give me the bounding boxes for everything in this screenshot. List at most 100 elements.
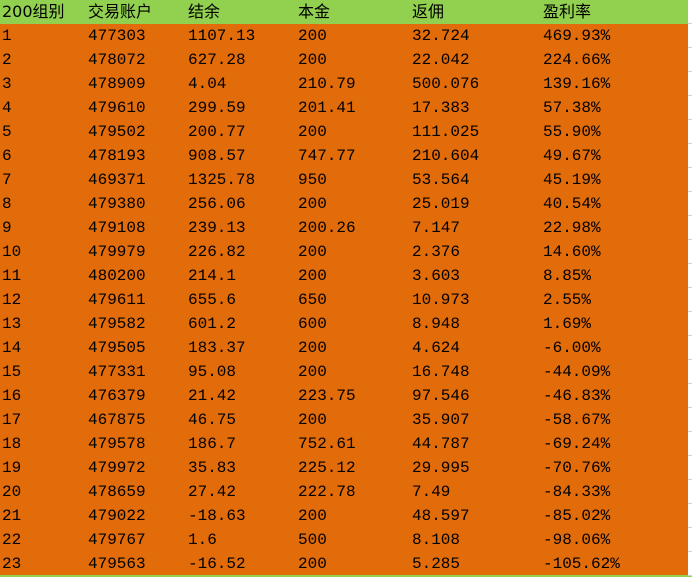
cell-account[interactable]: 467875 (88, 411, 146, 429)
cell-principal[interactable]: 500 (298, 531, 327, 549)
cell-principal[interactable]: 200 (298, 195, 327, 213)
cell-balance[interactable]: 1107.13 (188, 27, 256, 45)
cell-principal[interactable]: 210.79 (298, 75, 356, 93)
cell-profit-rate[interactable]: -69.24% (543, 435, 611, 453)
cell-principal[interactable]: 223.75 (298, 387, 356, 405)
cell-account[interactable]: 479380 (88, 195, 146, 213)
cell-account[interactable]: 479505 (88, 339, 146, 357)
cell-profit-rate[interactable]: 22.98% (543, 219, 601, 237)
cell-principal[interactable]: 650 (298, 291, 327, 309)
cell-profit-rate[interactable]: 224.66% (543, 51, 611, 69)
cell-balance[interactable]: 95.08 (188, 363, 237, 381)
cell-rebate[interactable]: 3.603 (412, 267, 461, 285)
cell-balance[interactable]: 21.42 (188, 387, 237, 405)
cell-account[interactable]: 477303 (88, 27, 146, 45)
header-rebate[interactable]: 返佣 (412, 2, 445, 21)
cell-profit-rate[interactable]: -98.06% (543, 531, 611, 549)
cell-rebate[interactable]: 8.108 (412, 531, 461, 549)
cell-principal[interactable]: 200 (298, 339, 327, 357)
cell-principal[interactable]: 950 (298, 171, 327, 189)
header-group[interactable]: 200组别 (2, 2, 65, 21)
cell-account[interactable]: 479108 (88, 219, 146, 237)
cell-group[interactable]: 15 (2, 363, 22, 381)
cell-rebate[interactable]: 97.546 (412, 387, 470, 405)
cell-account[interactable]: 480200 (88, 267, 146, 285)
cell-group[interactable]: 4 (2, 99, 12, 117)
cell-rebate[interactable]: 17.383 (412, 99, 470, 117)
cell-balance[interactable]: 1325.78 (188, 171, 256, 189)
cell-rebate[interactable]: 10.973 (412, 291, 470, 309)
cell-group[interactable]: 8 (2, 195, 12, 213)
cell-profit-rate[interactable]: -84.33% (543, 483, 611, 501)
cell-rebate[interactable]: 48.597 (412, 507, 470, 525)
cell-group[interactable]: 13 (2, 315, 22, 333)
cell-profit-rate[interactable]: 57.38% (543, 99, 601, 117)
cell-account[interactable]: 479022 (88, 507, 146, 525)
cell-rebate[interactable]: 29.995 (412, 459, 470, 477)
cell-balance[interactable]: -18.63 (188, 507, 246, 525)
cell-principal[interactable]: 200 (298, 123, 327, 141)
header-account[interactable]: 交易账户 (88, 2, 153, 21)
cell-rebate[interactable]: 16.748 (412, 363, 470, 381)
cell-group[interactable]: 6 (2, 147, 12, 165)
cell-balance[interactable]: 27.42 (188, 483, 237, 501)
cell-account[interactable]: 479611 (88, 291, 146, 309)
cell-account[interactable]: 477331 (88, 363, 146, 381)
cell-account[interactable]: 479972 (88, 459, 146, 477)
cell-principal[interactable]: 222.78 (298, 483, 356, 501)
cell-principal[interactable]: 200 (298, 51, 327, 69)
cell-principal[interactable]: 200 (298, 411, 327, 429)
cell-rebate[interactable]: 8.948 (412, 315, 461, 333)
cell-account[interactable]: 479610 (88, 99, 146, 117)
cell-balance[interactable]: 183.37 (188, 339, 246, 357)
cell-group[interactable]: 19 (2, 459, 22, 477)
cell-group[interactable]: 2 (2, 51, 12, 69)
cell-profit-rate[interactable]: -58.67% (543, 411, 611, 429)
cell-profit-rate[interactable]: -44.09% (543, 363, 611, 381)
cell-principal[interactable]: 200 (298, 363, 327, 381)
cell-principal[interactable]: 200.26 (298, 219, 356, 237)
cell-account[interactable]: 479578 (88, 435, 146, 453)
cell-balance[interactable]: 601.2 (188, 315, 237, 333)
cell-group[interactable]: 14 (2, 339, 22, 357)
cell-profit-rate[interactable]: 139.16% (543, 75, 611, 93)
cell-group[interactable]: 22 (2, 531, 22, 549)
cell-group[interactable]: 12 (2, 291, 22, 309)
cell-principal[interactable]: 200 (298, 555, 327, 573)
cell-group[interactable]: 17 (2, 411, 22, 429)
cell-group[interactable]: 7 (2, 171, 12, 189)
cell-profit-rate[interactable]: -6.00% (543, 339, 601, 357)
cell-balance[interactable]: 1.6 (188, 531, 217, 549)
cell-balance[interactable]: 4.04 (188, 75, 227, 93)
cell-account[interactable]: 479563 (88, 555, 146, 573)
cell-group[interactable]: 5 (2, 123, 12, 141)
cell-rebate[interactable]: 53.564 (412, 171, 470, 189)
cell-balance[interactable]: 256.06 (188, 195, 246, 213)
cell-balance[interactable]: -16.52 (188, 555, 246, 573)
cell-profit-rate[interactable]: 40.54% (543, 195, 601, 213)
cell-account[interactable]: 478072 (88, 51, 146, 69)
cell-principal[interactable]: 200 (298, 27, 327, 45)
cell-group[interactable]: 1 (2, 27, 12, 45)
cell-balance[interactable]: 908.57 (188, 147, 246, 165)
cell-rebate[interactable]: 111.025 (412, 123, 480, 141)
cell-balance[interactable]: 627.28 (188, 51, 246, 69)
cell-balance[interactable]: 239.13 (188, 219, 246, 237)
cell-principal[interactable]: 752.61 (298, 435, 356, 453)
cell-profit-rate[interactable]: -85.02% (543, 507, 611, 525)
cell-rebate[interactable]: 7.147 (412, 219, 461, 237)
cell-rebate[interactable]: 22.042 (412, 51, 470, 69)
cell-account[interactable]: 479582 (88, 315, 146, 333)
cell-profit-rate[interactable]: 45.19% (543, 171, 601, 189)
cell-balance[interactable]: 35.83 (188, 459, 237, 477)
cell-account[interactable]: 479767 (88, 531, 146, 549)
cell-rebate[interactable]: 5.285 (412, 555, 461, 573)
cell-group[interactable]: 20 (2, 483, 22, 501)
cell-balance[interactable]: 186.7 (188, 435, 237, 453)
cell-rebate[interactable]: 7.49 (412, 483, 451, 501)
cell-account[interactable]: 478909 (88, 75, 146, 93)
cell-account[interactable]: 478193 (88, 147, 146, 165)
cell-group[interactable]: 11 (2, 267, 22, 285)
cell-profit-rate[interactable]: -46.83% (543, 387, 611, 405)
cell-balance[interactable]: 200.77 (188, 123, 246, 141)
